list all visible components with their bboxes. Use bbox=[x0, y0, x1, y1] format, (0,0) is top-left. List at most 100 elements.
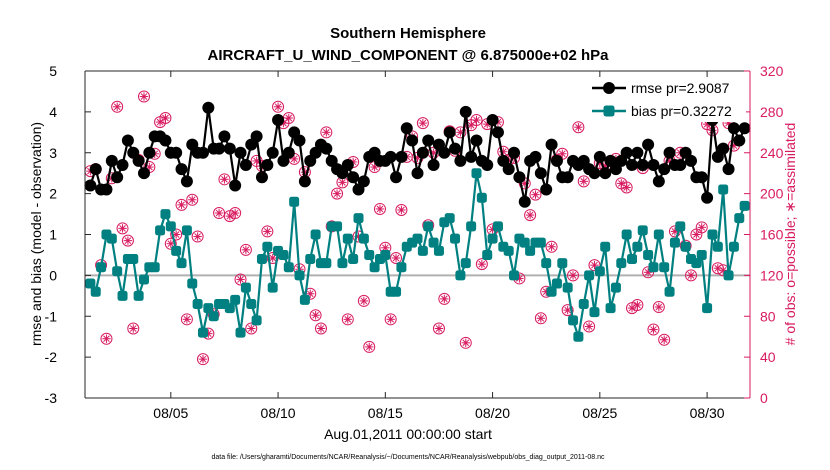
bias-point bbox=[187, 278, 198, 289]
x-tick-label: 08/05 bbox=[153, 405, 188, 421]
rmse-point bbox=[213, 142, 226, 155]
chart-subtitle: AIRCRAFT_U_WIND_COMPONENT @ 6.875000e+02… bbox=[208, 47, 610, 64]
obs-possible-marker bbox=[218, 173, 231, 186]
bias-point bbox=[578, 298, 589, 309]
bias-point bbox=[659, 262, 670, 273]
bias-point bbox=[492, 221, 503, 232]
y2-tick-label: 120 bbox=[760, 267, 784, 283]
bias-point bbox=[503, 245, 514, 256]
bias-point bbox=[128, 254, 139, 265]
obs-assimilated-marker bbox=[419, 119, 427, 127]
bias-point bbox=[364, 249, 375, 260]
rmse-point bbox=[422, 134, 435, 147]
obs-possible-marker bbox=[390, 252, 403, 265]
rmse-point bbox=[261, 159, 274, 172]
legend-rmse-marker bbox=[603, 82, 615, 94]
legend: rmse pr=2.9087 bias pr=0.32272 bbox=[588, 78, 746, 122]
rmse-point bbox=[652, 175, 665, 188]
y-tick-label: 5 bbox=[49, 63, 57, 79]
bias-point bbox=[653, 229, 664, 240]
obs-assimilated-marker bbox=[280, 119, 287, 127]
obs-assimilated-marker bbox=[344, 315, 352, 323]
obs-assimilated-marker bbox=[462, 339, 470, 347]
rmse-point bbox=[229, 179, 242, 192]
rmse-point bbox=[513, 171, 526, 184]
bias-point bbox=[450, 233, 461, 244]
rmse-point bbox=[132, 154, 145, 167]
obs-possible-marker bbox=[416, 117, 429, 130]
rmse-point bbox=[502, 163, 515, 176]
obs-possible-marker bbox=[588, 259, 601, 272]
rmse-point bbox=[486, 114, 499, 127]
rmse-point bbox=[341, 159, 354, 172]
bias-point bbox=[525, 245, 536, 256]
obs-assimilated-marker bbox=[140, 93, 148, 100]
bias-point bbox=[283, 262, 294, 273]
obs-assimilated-marker bbox=[162, 114, 169, 122]
rmse-point bbox=[674, 159, 687, 172]
legend-rmse-label: rmse pr=2.9087 bbox=[631, 80, 730, 96]
obs-possible-marker bbox=[234, 273, 247, 286]
obs-possible-marker bbox=[186, 193, 199, 206]
obs-assimilated-marker bbox=[623, 184, 630, 191]
rmse-point bbox=[695, 171, 708, 184]
obs-assimilated-marker bbox=[719, 266, 727, 274]
obs-assimilated-marker bbox=[617, 180, 625, 187]
rmse-point bbox=[411, 167, 424, 180]
obs-assimilated-marker bbox=[564, 306, 571, 314]
rmse-point bbox=[105, 154, 118, 167]
y-tick-label: 2 bbox=[49, 186, 57, 202]
bias-point bbox=[197, 327, 208, 338]
obs-assimilated-marker bbox=[129, 325, 137, 332]
bias-point bbox=[509, 270, 520, 281]
obs-assimilated-marker bbox=[650, 326, 657, 333]
obs-possible-marker bbox=[695, 221, 708, 234]
bias-point bbox=[380, 249, 391, 260]
rmse-point bbox=[491, 126, 504, 139]
bias-point bbox=[648, 262, 659, 273]
obs-assimilated-marker bbox=[558, 150, 566, 158]
bias-point bbox=[455, 270, 466, 281]
rmse-point bbox=[250, 130, 263, 143]
rmse-point bbox=[443, 126, 456, 139]
bias-point bbox=[85, 278, 96, 289]
y2-tick-label: 200 bbox=[760, 186, 784, 202]
bias-point bbox=[391, 286, 402, 297]
bias-point bbox=[267, 282, 278, 293]
bias-point bbox=[412, 233, 423, 244]
obs-possible-marker bbox=[320, 126, 333, 139]
obs-possible-marker bbox=[357, 294, 370, 307]
bias-point bbox=[471, 168, 482, 179]
obs-possible-marker bbox=[170, 228, 183, 241]
bias-point bbox=[691, 258, 702, 269]
x-tick-label: 08/30 bbox=[690, 405, 725, 421]
bias-point bbox=[669, 237, 680, 248]
obs-assimilated-marker bbox=[113, 103, 121, 111]
rmse-point bbox=[282, 146, 295, 159]
bias-point bbox=[600, 241, 611, 252]
obs-possible-marker bbox=[229, 207, 242, 220]
bias-point bbox=[149, 262, 160, 273]
obs-assimilated-marker bbox=[398, 206, 405, 214]
bias-point bbox=[262, 241, 273, 252]
obs-assimilated-marker bbox=[365, 343, 373, 351]
y2-tick-label: 280 bbox=[760, 104, 784, 120]
obs-possible-marker bbox=[159, 112, 172, 125]
rmse-point bbox=[588, 167, 601, 180]
rmse-point bbox=[518, 195, 531, 208]
bias-point bbox=[181, 225, 192, 236]
bias-point bbox=[696, 249, 707, 260]
bias-point bbox=[176, 258, 187, 269]
obs-possible-marker bbox=[583, 320, 596, 333]
bias-point bbox=[332, 221, 343, 232]
obs-possible-marker bbox=[100, 332, 113, 345]
bias-point bbox=[551, 278, 562, 289]
obs-possible-marker bbox=[309, 309, 322, 322]
obs-assimilated-marker bbox=[440, 295, 448, 303]
obs-assimilated-marker bbox=[221, 175, 228, 183]
bias-point bbox=[664, 286, 675, 297]
bias-point bbox=[192, 298, 203, 309]
bias-point bbox=[224, 303, 235, 314]
obs-assimilated-marker bbox=[333, 190, 341, 197]
obs-assimilated-marker bbox=[231, 209, 239, 217]
